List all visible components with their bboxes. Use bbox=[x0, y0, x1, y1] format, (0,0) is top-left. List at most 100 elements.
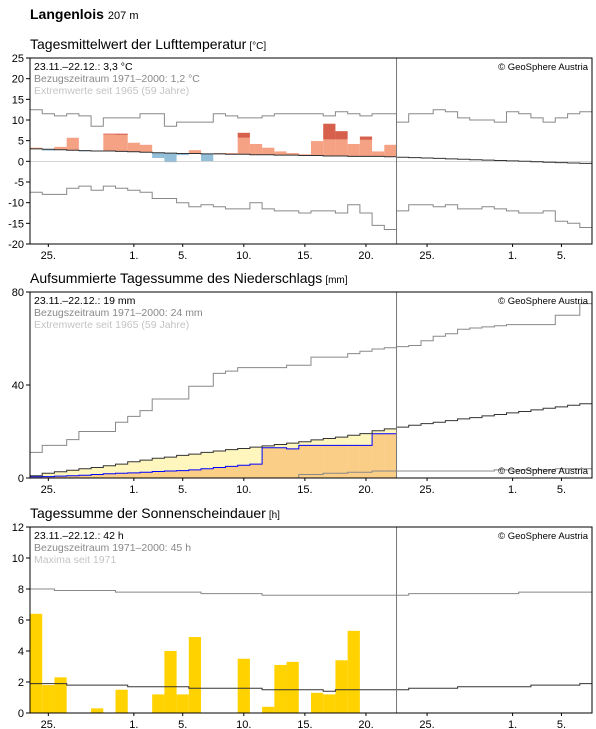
precip-cumulative-bar bbox=[152, 471, 165, 478]
precip-extreme-max-line bbox=[30, 303, 592, 453]
temp-bar-warm bbox=[384, 144, 397, 157]
precip-cumulative-bar bbox=[42, 476, 55, 478]
precip-cumulative-bar bbox=[30, 476, 43, 478]
temp-bar-warm-extreme bbox=[115, 133, 128, 135]
precip-deficit-bar bbox=[152, 458, 165, 472]
precip-deficit-bar bbox=[91, 467, 104, 475]
sun-period-text: 23.11.–22.12.: 42 h bbox=[34, 530, 124, 542]
sun-maxima-line bbox=[30, 588, 592, 596]
precip-cumulative-bar bbox=[188, 469, 202, 478]
sun-reference-text: Bezugszeitraum 1971–2000: 45 h bbox=[34, 542, 191, 554]
precip-observed-line bbox=[30, 433, 397, 478]
precip-cumulative-bar bbox=[249, 464, 263, 478]
precip-cumulative-bar bbox=[298, 445, 311, 478]
precip-xtick-label: 25. bbox=[419, 484, 434, 496]
precip-cumulative-bar bbox=[225, 466, 238, 478]
temp-bar-warm bbox=[372, 151, 385, 157]
temp-bar-cold bbox=[176, 153, 189, 156]
temp-extremes-text: Extremwerte seit 1965 (59 Jahre) bbox=[34, 85, 189, 97]
temp-bar-warm bbox=[139, 144, 153, 153]
sun-copyright: © GeoSphere Austria bbox=[498, 531, 589, 542]
precip-cumulative-bar bbox=[91, 474, 104, 478]
precip-cumulative-bar bbox=[286, 448, 299, 478]
precip-cumulative-bar bbox=[262, 447, 275, 478]
precip-xtick-label: 1. bbox=[129, 484, 138, 496]
sun-bar bbox=[188, 637, 202, 713]
sunshine-title-text: Tagessumme der Sonnenscheindauer bbox=[30, 505, 266, 521]
precip-deficit-bar bbox=[176, 455, 189, 471]
sun-reference-line bbox=[30, 683, 592, 692]
sun-ytick-label: 12 bbox=[12, 522, 24, 534]
precip-cumulative-bar bbox=[164, 471, 177, 478]
temp-bar-warm bbox=[225, 153, 238, 155]
temp-ytick-label: 10 bbox=[12, 115, 24, 127]
temp-bar-warm bbox=[127, 142, 140, 152]
temp-xtick-label: 25. bbox=[41, 250, 56, 262]
temp-bar-warm bbox=[262, 147, 275, 155]
temp-ytick-label: 25 bbox=[12, 53, 24, 65]
precip-deficit-bar bbox=[127, 461, 140, 473]
station-name: Langenlois bbox=[30, 6, 104, 22]
sun-ytick-label: 10 bbox=[12, 553, 24, 565]
temperature-unit: [°C] bbox=[249, 41, 267, 52]
precip-deficit-bar bbox=[164, 457, 177, 472]
precip-xtick-label: 1. bbox=[508, 484, 517, 496]
precip-deficit-bar bbox=[347, 435, 360, 446]
temp-ytick-label: 0 bbox=[18, 156, 24, 168]
temp-bar-warm-extreme bbox=[335, 131, 348, 140]
precip-copyright: © GeoSphere Austria bbox=[498, 296, 589, 307]
temp-bar-warm bbox=[66, 137, 79, 151]
precip-deficit-bar bbox=[78, 468, 92, 476]
precip-ytick-label: 80 bbox=[12, 287, 24, 299]
precip-deficit-bar bbox=[335, 437, 348, 446]
temp-ytick-label: 15 bbox=[12, 94, 24, 106]
precipitation-unit: [mm] bbox=[325, 275, 348, 286]
temp-bar-cold bbox=[201, 153, 214, 162]
precip-cumulative-bar bbox=[323, 445, 336, 478]
precip-cumulative-bar bbox=[384, 433, 397, 478]
sun-xtick-label: 1. bbox=[129, 719, 138, 729]
temp-xtick-label: 1. bbox=[129, 250, 138, 262]
temp-bar-cold bbox=[164, 153, 177, 163]
station-header: Langenlois 207 m bbox=[30, 6, 138, 22]
precip-deficit-bar bbox=[237, 448, 250, 466]
temp-bar-warm bbox=[298, 154, 311, 156]
sun-bar bbox=[262, 706, 275, 713]
temp-ytick-label: 20 bbox=[12, 74, 24, 86]
precip-cumulative-bar bbox=[359, 445, 373, 478]
precip-cumulative-bar bbox=[54, 476, 67, 478]
precip-cumulative-bar bbox=[347, 445, 360, 478]
temp-ytick-label: 5 bbox=[18, 136, 24, 148]
precip-deficit-bar bbox=[213, 451, 226, 468]
temp-period-text: 23.11.–22.12.: 3,3 °C bbox=[34, 61, 133, 73]
temp-bar-warm bbox=[286, 153, 299, 156]
temp-xtick-label: 1. bbox=[508, 250, 517, 262]
temp-copyright: © GeoSphere Austria bbox=[498, 62, 589, 73]
temp-xtick-label: 20. bbox=[358, 250, 373, 262]
precip-cumulative-bar bbox=[213, 467, 226, 478]
sun-extremes-text: Maxima seit 1971 bbox=[34, 554, 116, 566]
sun-bar bbox=[176, 694, 189, 713]
precip-cumulative-bar bbox=[237, 465, 250, 478]
precip-deficit-bar bbox=[225, 449, 238, 467]
sun-xtick-label: 10. bbox=[236, 719, 251, 729]
sun-bar bbox=[311, 692, 324, 713]
precip-deficit-bar bbox=[30, 475, 43, 477]
temp-bar-warm-extreme bbox=[103, 133, 116, 135]
temp-ytick-label: -5 bbox=[14, 177, 24, 189]
sun-ytick-label: 2 bbox=[18, 677, 24, 689]
precip-cumulative-bar bbox=[201, 468, 214, 478]
sun-bar bbox=[54, 677, 67, 713]
precip-cumulative-bar bbox=[66, 475, 79, 478]
precip-deficit-bar bbox=[372, 430, 385, 434]
precip-xtick-label: 5. bbox=[178, 484, 187, 496]
temperature-chart-title: Tagesmittelwert der Lufttemperatur [°C] bbox=[30, 36, 266, 52]
temperature-title-text: Tagesmittelwert der Lufttemperatur bbox=[30, 36, 247, 52]
temp-bar-warm bbox=[347, 143, 360, 157]
temp-bar-cold bbox=[152, 152, 165, 159]
sun-xtick-label: 25. bbox=[419, 719, 434, 729]
sun-xtick-label: 15. bbox=[297, 719, 312, 729]
precip-ytick-label: 0 bbox=[18, 473, 24, 485]
precipitation-chart-title: Aufsummierte Tagessumme des Niederschlag… bbox=[30, 270, 348, 286]
precip-plot-frame bbox=[29, 291, 593, 479]
